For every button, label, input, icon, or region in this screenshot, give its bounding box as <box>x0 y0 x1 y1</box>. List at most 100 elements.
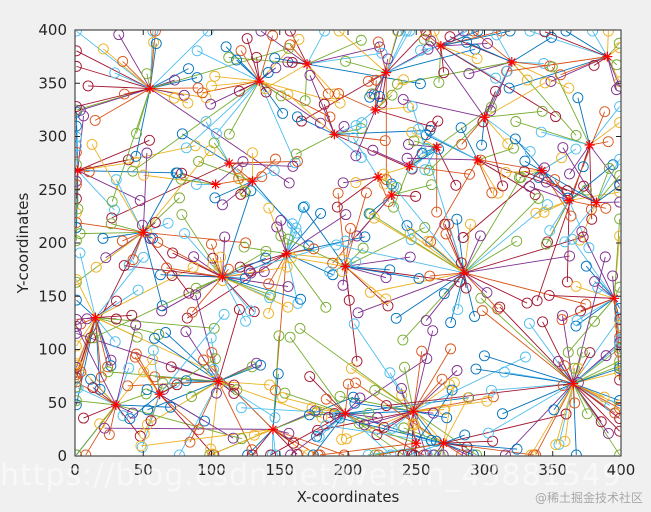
cluster-link <box>124 265 223 278</box>
node-circle <box>149 30 161 37</box>
cluster-link <box>118 34 151 89</box>
x-tick-label: 100 <box>197 461 226 479</box>
y-tick-label: 250 <box>38 181 67 199</box>
cluster-link <box>443 434 465 444</box>
node-circle <box>456 449 468 456</box>
node-circle <box>169 74 181 86</box>
node-circle <box>356 152 367 163</box>
node-circle <box>343 294 355 306</box>
node-circle <box>340 433 352 445</box>
node-circle <box>552 355 564 367</box>
cluster-link <box>385 30 410 73</box>
node-circle <box>186 306 198 318</box>
node-circle <box>350 120 362 131</box>
cluster-link <box>215 176 262 185</box>
node-circle <box>587 30 599 37</box>
cluster-link <box>370 213 465 274</box>
node-circle <box>109 336 121 348</box>
node-circle <box>141 147 153 159</box>
node-circle <box>461 36 473 48</box>
cluster-link <box>111 223 144 233</box>
cluster-link <box>212 428 274 455</box>
node-circle <box>511 443 523 455</box>
cluster-link <box>318 413 346 438</box>
node-circle <box>87 332 99 344</box>
node-circle <box>614 312 621 324</box>
node-circle <box>403 138 414 150</box>
cluster-link <box>337 193 346 267</box>
node-circle <box>206 347 218 358</box>
node-circle <box>265 449 277 456</box>
node-circle <box>500 167 512 178</box>
node-circle <box>304 69 316 81</box>
cluster-link <box>376 410 414 436</box>
node-circle <box>184 436 196 448</box>
cluster-link <box>229 160 298 164</box>
cluster-link <box>222 180 253 206</box>
node-circle <box>470 363 482 375</box>
cluster-link <box>218 381 270 386</box>
cluster-link <box>409 165 470 175</box>
node-circle <box>537 316 549 328</box>
node-circle <box>451 365 463 376</box>
node-circle <box>420 315 432 327</box>
cluster-link <box>511 61 569 89</box>
cluster-link <box>296 133 335 155</box>
node-circle <box>380 400 392 412</box>
node-circle <box>416 147 428 159</box>
cluster-link <box>468 61 512 75</box>
node-circle <box>308 243 320 255</box>
node-circle <box>332 187 344 199</box>
node-circle <box>503 82 515 94</box>
node-circle <box>182 97 194 109</box>
node-circle <box>558 360 570 372</box>
cluster-link <box>477 147 514 161</box>
node-circle <box>235 45 247 57</box>
node-circle <box>141 68 153 80</box>
node-circle <box>438 67 450 79</box>
node-circle <box>290 148 302 160</box>
node-circle <box>576 226 588 238</box>
cluster-link <box>336 244 465 274</box>
node-circle <box>602 427 614 439</box>
cluster-centers <box>75 40 620 449</box>
y-tick-label: 300 <box>38 128 67 146</box>
cluster-link <box>544 31 608 58</box>
cluster-link <box>150 87 199 90</box>
node-circle <box>246 449 258 456</box>
node-circle <box>123 362 135 374</box>
center-star <box>584 140 595 151</box>
node-circle <box>614 281 621 293</box>
node-circle <box>614 76 621 88</box>
node-circle <box>589 276 601 287</box>
cluster-link <box>142 172 177 233</box>
cluster-link <box>75 317 96 347</box>
node-circle <box>603 162 615 174</box>
cluster-link <box>258 35 274 82</box>
node-circle <box>297 201 309 213</box>
node-circle <box>436 373 448 385</box>
node-circle <box>287 437 299 449</box>
center-star <box>329 129 340 140</box>
cluster-link <box>443 442 518 450</box>
cluster-link <box>114 72 151 89</box>
node-circle <box>245 185 257 197</box>
center-star <box>90 312 101 323</box>
node-circle <box>287 160 299 172</box>
node-circle <box>209 353 221 365</box>
cluster-link <box>287 93 335 135</box>
cluster-link <box>564 383 574 442</box>
x-axis-label: X-coordinates <box>297 488 400 506</box>
cluster-link <box>306 30 325 65</box>
cluster-link <box>535 383 574 456</box>
node-circle <box>318 98 330 110</box>
node-circle <box>374 91 385 102</box>
cluster-link <box>427 240 465 274</box>
cluster-link <box>91 144 144 233</box>
node-circle <box>284 331 296 343</box>
cluster-link <box>83 404 117 419</box>
node-circle <box>90 261 102 273</box>
node-circle <box>190 282 202 294</box>
node-circle <box>565 210 577 222</box>
cluster-link <box>345 265 387 279</box>
